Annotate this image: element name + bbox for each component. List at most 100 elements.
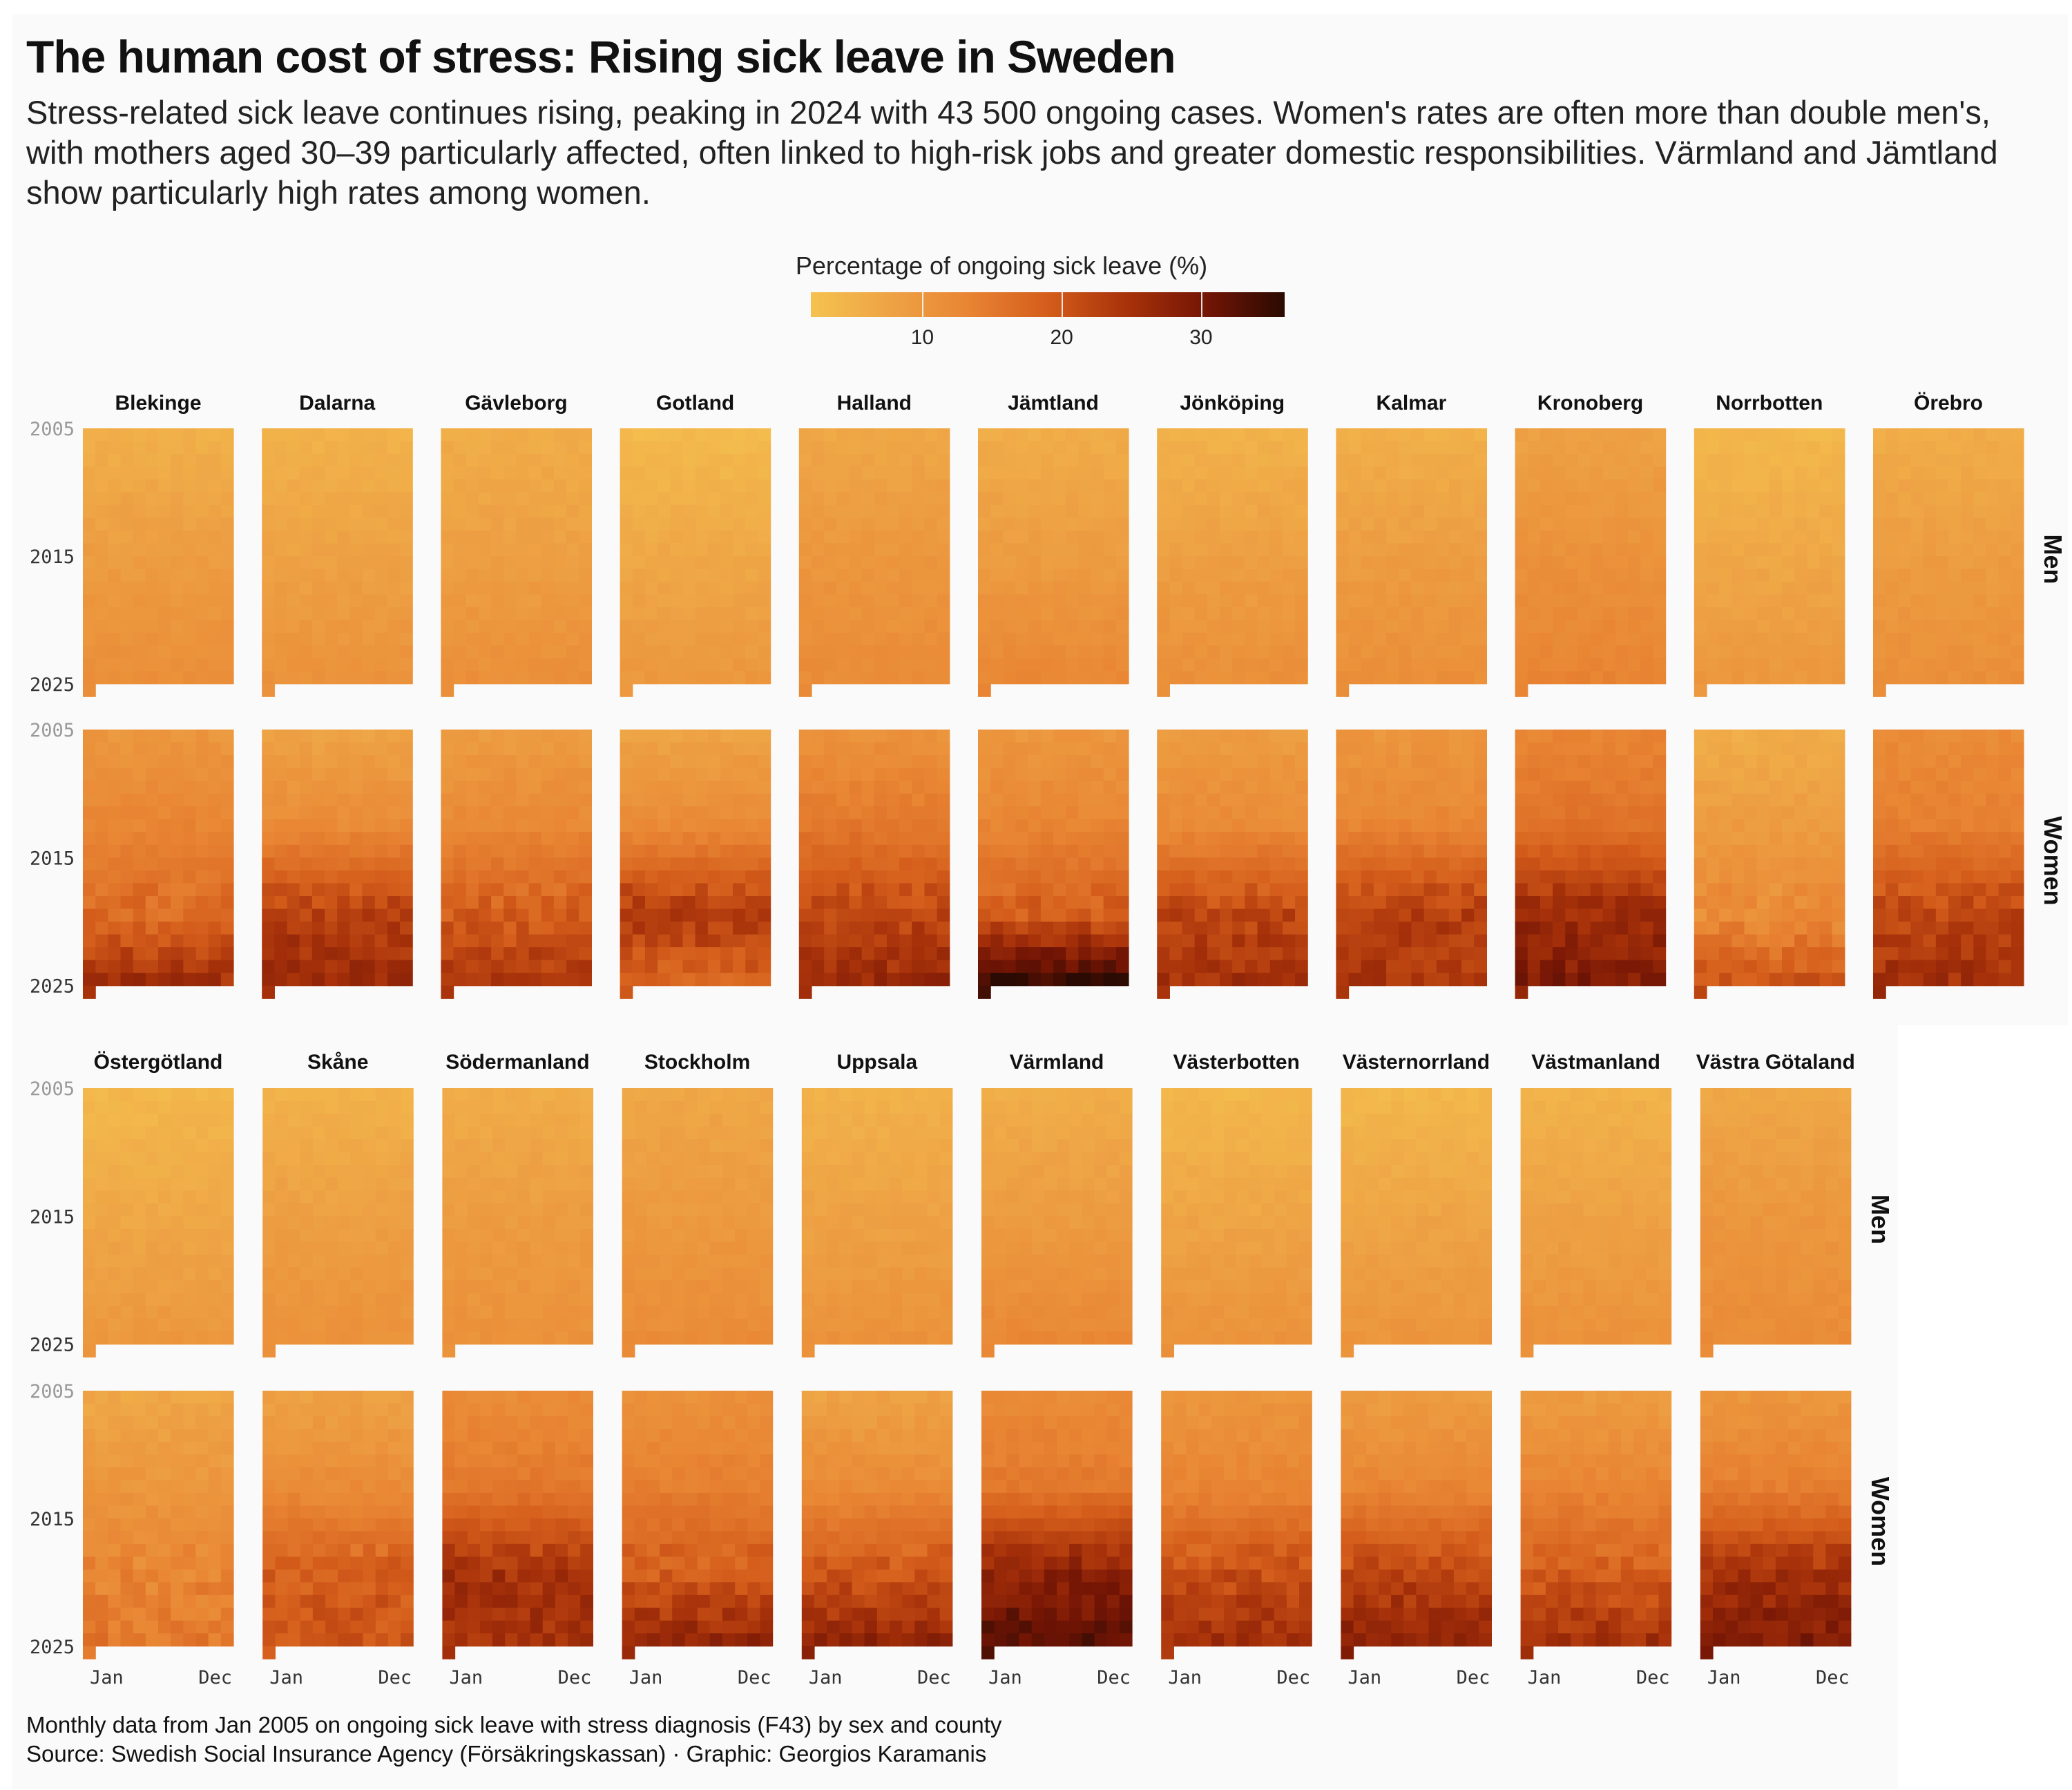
heatmap-cell [208, 466, 222, 480]
heatmap-cell [503, 671, 517, 685]
heatmap-cell [299, 934, 313, 948]
heatmap-cell [1373, 428, 1387, 442]
heatmap-cell [325, 973, 338, 987]
heatmap-cell [1411, 466, 1425, 480]
heatmap-cell [1182, 870, 1196, 884]
heatmap-cell [1091, 883, 1104, 897]
heatmap-cell [1003, 755, 1017, 769]
heatmap-cell [311, 492, 325, 506]
heatmap-cell [824, 908, 837, 922]
heatmap-cell [287, 645, 300, 659]
heatmap-cell [1474, 632, 1487, 646]
heatmap-cell [644, 581, 658, 595]
heatmap-cell [1295, 517, 1308, 531]
heatmap-cell [1103, 755, 1117, 769]
heatmap-cell [632, 530, 646, 544]
heatmap-cell [695, 658, 709, 672]
heatmap-cell [503, 543, 517, 557]
heatmap-cell [1282, 870, 1296, 884]
heatmap-cell [1269, 504, 1283, 519]
heatmap-cell [1078, 504, 1092, 519]
heatmap-cell [798, 755, 812, 769]
heatmap-cell [1719, 922, 1732, 935]
heatmap-cell [108, 492, 122, 506]
heatmap-cell [579, 479, 592, 493]
heatmap-cell [441, 632, 454, 646]
heatmap-cell [1028, 973, 1042, 987]
heatmap-cell [1756, 594, 1770, 608]
heatmap-cell [1220, 569, 1233, 582]
heatmap-cell [1769, 594, 1783, 608]
heatmap-cell [466, 530, 479, 544]
heatmap-cell [1602, 632, 1616, 646]
heatmap-cell [1832, 768, 1845, 781]
heatmap-cell [145, 555, 159, 569]
heatmap-cell [566, 453, 579, 468]
heatmap-cell [1003, 781, 1017, 794]
heatmap-cell [145, 857, 159, 871]
heatmap-cell [362, 492, 376, 506]
heatmap-cell [299, 504, 313, 519]
heatmap-cell [1066, 543, 1079, 557]
heatmap-cell [745, 819, 759, 832]
heatmap-cell [1590, 883, 1604, 897]
heatmap-cell [1527, 883, 1541, 897]
heatmap-cell [1756, 555, 1770, 569]
heatmap-cell [120, 517, 134, 531]
heatmap-cell [183, 819, 197, 832]
heatmap-cell [644, 620, 658, 634]
heatmap-cell [849, 428, 863, 442]
heatmap-cell [1157, 973, 1170, 987]
heatmap-cell [1003, 908, 1017, 922]
heatmap-cell [1886, 479, 1899, 493]
heatmap-cell [362, 742, 376, 756]
heatmap-cell [1640, 742, 1654, 756]
heatmap-cell [337, 441, 350, 455]
heatmap-cell [1103, 857, 1117, 871]
heatmap-cell [387, 658, 401, 672]
heatmap-cell [836, 973, 850, 987]
heatmap-cell [478, 895, 492, 910]
heatmap-cell [1886, 530, 1899, 544]
heatmap-cell [707, 581, 721, 595]
heatmap-cell [670, 632, 684, 646]
heatmap-cell [937, 569, 950, 582]
heatmap-cell [95, 492, 108, 506]
heatmap-cell [1361, 594, 1374, 608]
heatmap-cell [1973, 543, 1987, 557]
county-label: Kronoberg [1537, 392, 1643, 415]
heatmap-cell [886, 895, 900, 910]
heatmap-cell [1028, 922, 1042, 935]
heatmap-cell [720, 793, 733, 807]
heatmap-cell [1257, 934, 1271, 948]
heatmap-cell [1515, 581, 1528, 595]
heatmap-cell [1245, 730, 1258, 743]
heatmap-cell [1182, 517, 1196, 531]
heatmap-cell [720, 504, 733, 519]
heatmap-cell [1553, 466, 1566, 480]
heatmap-cell [758, 922, 771, 935]
heatmap-cell [1361, 492, 1374, 506]
heatmap-cell [158, 658, 171, 672]
heatmap-cell [374, 581, 388, 595]
heatmap-cell [1040, 883, 1054, 897]
heatmap-cell [262, 530, 275, 544]
heatmap-cell [1565, 645, 1579, 659]
heatmap-cell [1040, 466, 1054, 480]
heatmap-cell [1282, 581, 1296, 595]
heatmap-cell [1769, 730, 1783, 743]
heatmap-cell [1474, 517, 1487, 531]
heatmap-cell [1245, 806, 1258, 820]
heatmap-cell [566, 632, 579, 646]
heatmap-cell [400, 581, 413, 595]
heatmap-cell [349, 819, 363, 832]
heatmap-cell [1053, 947, 1066, 961]
heatmap-cell [658, 895, 671, 910]
heatmap-cell [2011, 517, 2024, 531]
heatmap-cell [1182, 908, 1196, 922]
heatmap-cell [553, 530, 567, 544]
heatmap-cell [1694, 594, 1707, 608]
heatmap-cell [1015, 504, 1029, 519]
heatmap-cell [758, 530, 771, 544]
heatmap-cell [1706, 781, 1720, 794]
